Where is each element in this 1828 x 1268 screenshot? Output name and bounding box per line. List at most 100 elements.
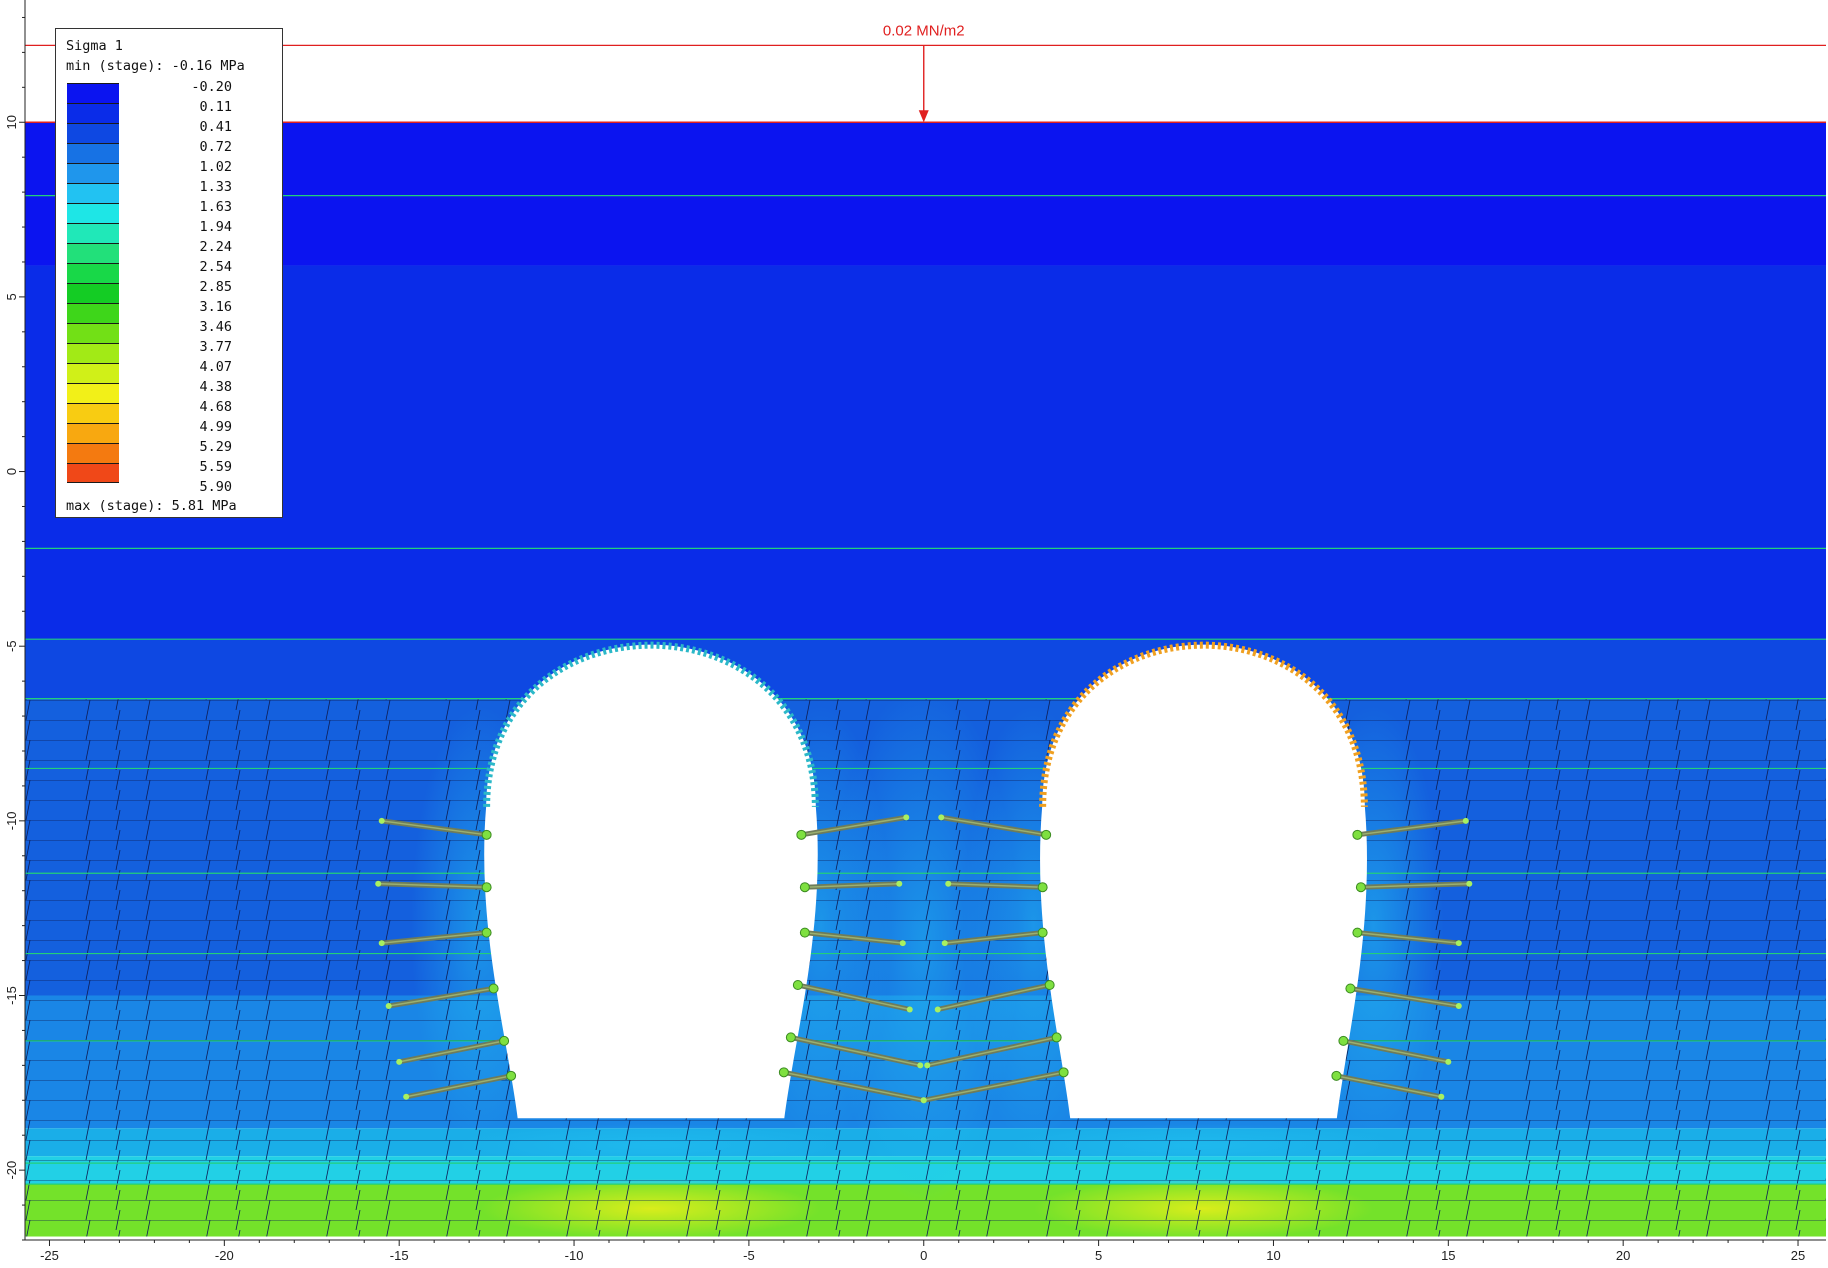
- legend-level-value: 2.54: [199, 259, 232, 275]
- rock-bolt-6[interactable]: [403, 1070, 517, 1100]
- legend-swatch: [67, 443, 119, 463]
- legend-level-value: 3.46: [199, 319, 232, 335]
- bolt-core: [783, 1071, 924, 1102]
- rock-bolt-20[interactable]: [1355, 880, 1473, 893]
- legend-level-value: 3.16: [199, 299, 232, 315]
- tunnel-lining-1: [483, 641, 819, 807]
- bolt-core: [944, 931, 1043, 944]
- x-tick-label: -5: [743, 1248, 755, 1263]
- bolt-head: [499, 1035, 510, 1046]
- bolt-anchor: [934, 1006, 941, 1013]
- rock-bolt-3[interactable]: [378, 927, 492, 947]
- bolt-head: [799, 882, 810, 893]
- bolt-core: [1350, 987, 1459, 1007]
- bolt-anchor: [1466, 880, 1473, 887]
- y-tick-label: -5: [4, 640, 19, 652]
- rock-bolt-23[interactable]: [1338, 1035, 1452, 1065]
- bolt-core: [381, 931, 487, 944]
- bolt-core: [1357, 820, 1466, 836]
- bolt-core: [797, 984, 910, 1011]
- legend-swatch: [67, 223, 119, 243]
- bolt-head: [1331, 1070, 1342, 1081]
- rock-bolt-13[interactable]: [938, 814, 1052, 840]
- x-tick-label: 10: [1266, 1248, 1280, 1263]
- tunnel-1[interactable]: [484, 644, 818, 1119]
- surface-load: 0.02 MN/m2: [25, 22, 1826, 124]
- rock-bolt-9[interactable]: [799, 927, 906, 947]
- legend-swatch: [67, 103, 119, 123]
- bolt-anchor: [1455, 1002, 1462, 1009]
- bolt-anchor: [378, 940, 385, 947]
- bolt-anchor: [899, 940, 906, 947]
- tunnel-2[interactable]: [1040, 644, 1367, 1119]
- rock-bolt-11[interactable]: [785, 1032, 924, 1069]
- bolt-anchor: [378, 817, 385, 824]
- rock-bolt-4[interactable]: [385, 983, 499, 1009]
- legend-level-value: 5.59: [199, 459, 232, 475]
- legend-level-value: 4.38: [199, 379, 232, 395]
- rock-bolt-8[interactable]: [799, 880, 903, 893]
- bolt-head: [481, 882, 492, 893]
- y-tick-label: 10: [4, 115, 19, 129]
- bolt-core: [937, 984, 1050, 1011]
- bolt-head: [792, 980, 803, 991]
- rock-bolt-24[interactable]: [1331, 1070, 1445, 1100]
- bolt-core: [1343, 1040, 1449, 1063]
- tunnel-excavations: [483, 641, 1368, 1119]
- rock-bolt-15[interactable]: [941, 927, 1048, 947]
- rock-bolt-17[interactable]: [924, 1032, 1062, 1069]
- bolt-anchor: [917, 1062, 924, 1069]
- legend-level-value: 1.02: [199, 159, 232, 175]
- bolt-anchor: [1438, 1093, 1445, 1100]
- bolt-anchor: [896, 880, 903, 887]
- rock-bolt-5[interactable]: [396, 1035, 510, 1065]
- rock-bolt-18[interactable]: [920, 1067, 1069, 1104]
- legend-level-value: 4.68: [199, 399, 232, 415]
- legend-level-value: 1.63: [199, 199, 232, 215]
- bolt-anchor: [903, 814, 910, 821]
- rock-bolt-7[interactable]: [796, 814, 910, 840]
- stress-layer-2: [25, 265, 1826, 640]
- bolt-anchor: [403, 1093, 410, 1100]
- bolt-head: [481, 829, 492, 840]
- bolt-head: [778, 1067, 789, 1078]
- bolt-head: [1041, 829, 1052, 840]
- legend-min-value: min (stage): -0.16 MPa: [66, 58, 245, 74]
- rock-bolt-22[interactable]: [1345, 983, 1462, 1009]
- rock-bolt-16[interactable]: [934, 980, 1055, 1013]
- bolt-core: [381, 820, 487, 836]
- legend-swatch: [67, 123, 119, 143]
- legend-swatch: [67, 343, 119, 363]
- bolt-core: [804, 931, 903, 944]
- bolt-anchor: [1462, 817, 1469, 824]
- rock-bolt-2[interactable]: [375, 880, 492, 893]
- bolt-anchor: [945, 880, 952, 887]
- x-tick-label: -15: [390, 1248, 409, 1263]
- axes: -25 -20 -15 -10 -5 0 5 10 15 20 25 10 5 0 -5 -10 -15 -20: [4, 0, 1826, 1263]
- bolt-head: [785, 1032, 796, 1043]
- legend-swatch: [67, 323, 119, 343]
- bolt-anchor: [375, 880, 382, 887]
- bolt-anchor: [920, 1097, 927, 1104]
- legend-level-value: 2.85: [199, 279, 232, 295]
- legend-swatch: [67, 403, 119, 423]
- rock-bolts: [375, 814, 1473, 1104]
- x-tick-label: 5: [1095, 1248, 1102, 1263]
- bolt-core: [804, 882, 900, 888]
- rock-bolt-10[interactable]: [792, 980, 913, 1013]
- legend-swatch: [67, 303, 119, 323]
- bolt-core: [388, 987, 494, 1007]
- bolt-core: [399, 1040, 505, 1063]
- bolt-anchor: [938, 814, 945, 821]
- rock-bolt-19[interactable]: [1352, 817, 1469, 840]
- y-tick-label: -10: [4, 811, 19, 830]
- rock-bolt-21[interactable]: [1352, 927, 1462, 947]
- rock-bolt-14[interactable]: [945, 880, 1048, 893]
- x-tick-label: 15: [1441, 1248, 1455, 1263]
- x-tick-label: 20: [1616, 1248, 1630, 1263]
- rock-bolt-1[interactable]: [378, 817, 492, 840]
- legend-swatch: [67, 283, 119, 303]
- stress-legend[interactable]: Sigma 1 min (stage): -0.16 MPa -0.20 0.11…: [55, 28, 283, 518]
